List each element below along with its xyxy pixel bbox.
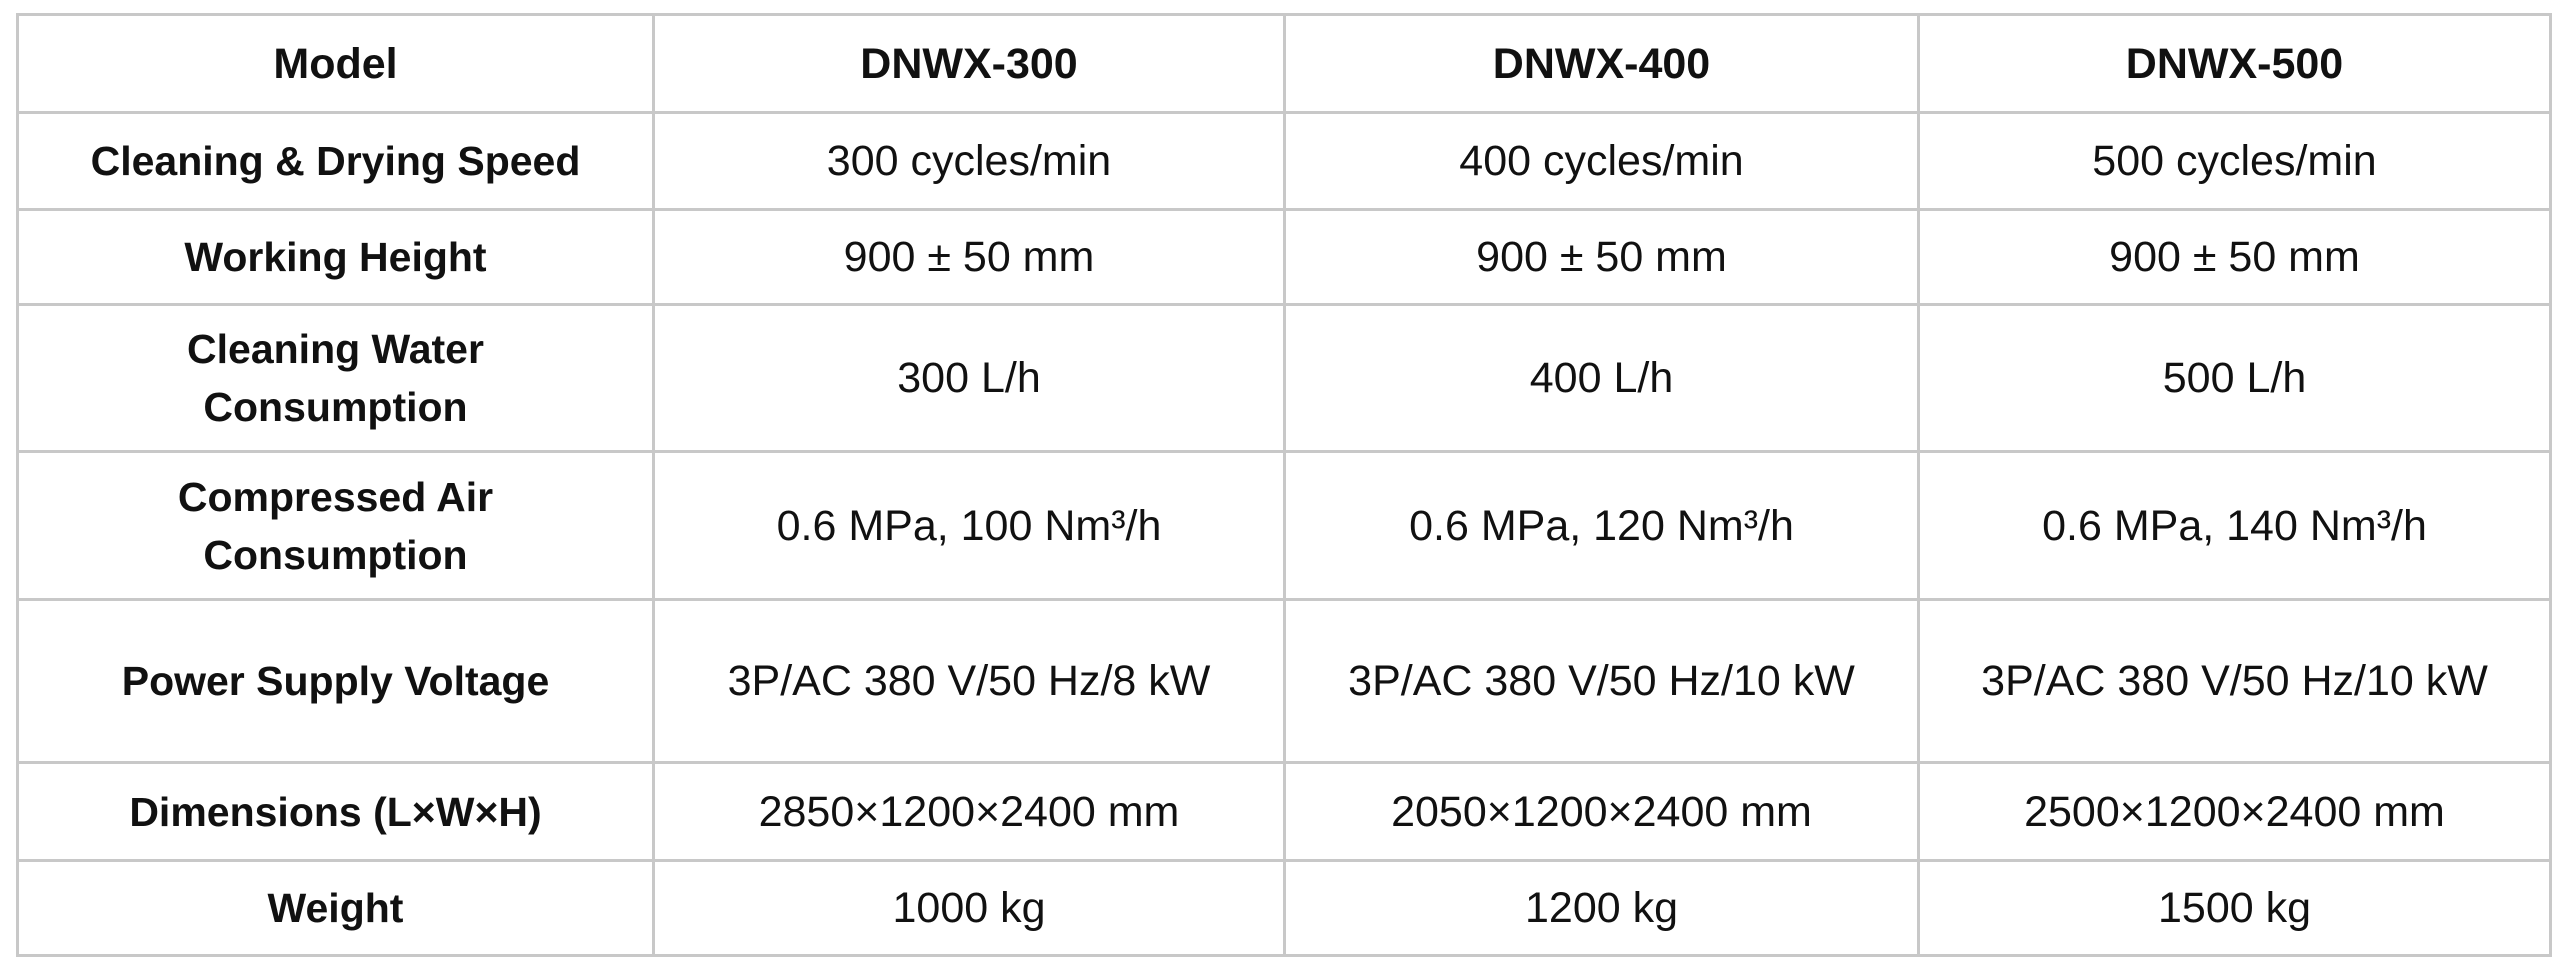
table-cell: 3P/AC 380 V/50 Hz/10 kW — [1917, 598, 2552, 764]
table-cell: 500 cycles/min — [1917, 111, 2552, 211]
row-label: Weight — [16, 859, 655, 957]
table-cell: 0.6 MPa, 100 Nm³/h — [652, 450, 1286, 601]
table-cell: 400 L/h — [1283, 303, 1920, 453]
table-cell: 900 ± 50 mm — [1917, 208, 2552, 306]
header-row: Model DNWX-300 DNWX-400 DNWX-500 — [16, 13, 2552, 114]
table-row: Compressed Air Consumption 0.6 MPa, 100 N… — [16, 450, 2552, 601]
row-label: Dimensions (L×W×H) — [16, 761, 655, 862]
table-cell: 1500 kg — [1917, 859, 2552, 957]
row-label: Cleaning Water Consumption — [16, 303, 655, 453]
spec-table: Model DNWX-300 DNWX-400 DNWX-500 Cleanin… — [16, 13, 2552, 957]
table-cell: 900 ± 50 mm — [652, 208, 1286, 306]
header-dnwx-300: DNWX-300 — [652, 13, 1286, 114]
table-cell: 300 L/h — [652, 303, 1286, 453]
table-cell: 400 cycles/min — [1283, 111, 1920, 211]
table-row: Weight 1000 kg 1200 kg 1500 kg — [16, 859, 2552, 957]
header-dnwx-400: DNWX-400 — [1283, 13, 1920, 114]
table-row: Power Supply Voltage 3P/AC 380 V/50 Hz/8 … — [16, 598, 2552, 764]
table-row: Cleaning Water Consumption 300 L/h 400 L/h… — [16, 303, 2552, 453]
table-row: Cleaning & Drying Speed 300 cycles/min 400… — [16, 111, 2552, 211]
row-label: Cleaning & Drying Speed — [16, 111, 655, 211]
table-row: Working Height 900 ± 50 mm 900 ± 50 mm 900 … — [16, 208, 2552, 306]
table-cell: 1200 kg — [1283, 859, 1920, 957]
table-cell: 2500×1200×2400 mm — [1917, 761, 2552, 862]
row-label: Working Height — [16, 208, 655, 306]
table-cell: 1000 kg — [652, 859, 1286, 957]
header-model: Model — [16, 13, 655, 114]
row-label: Compressed Air Consumption — [16, 450, 655, 601]
table-cell: 900 ± 50 mm — [1283, 208, 1920, 306]
table-cell: 0.6 MPa, 120 Nm³/h — [1283, 450, 1920, 601]
table-cell: 3P/AC 380 V/50 Hz/10 kW — [1283, 598, 1920, 764]
table-cell: 300 cycles/min — [652, 111, 1286, 211]
header-dnwx-500: DNWX-500 — [1917, 13, 2552, 114]
table-cell: 2850×1200×2400 mm — [652, 761, 1286, 862]
table-row: Dimensions (L×W×H) 2850×1200×2400 mm 2050×… — [16, 761, 2552, 862]
row-label: Power Supply Voltage — [16, 598, 655, 764]
table-cell: 3P/AC 380 V/50 Hz/8 kW — [652, 598, 1286, 764]
table-cell: 500 L/h — [1917, 303, 2552, 453]
table-cell: 2050×1200×2400 mm — [1283, 761, 1920, 862]
table-cell: 0.6 MPa, 140 Nm³/h — [1917, 450, 2552, 601]
